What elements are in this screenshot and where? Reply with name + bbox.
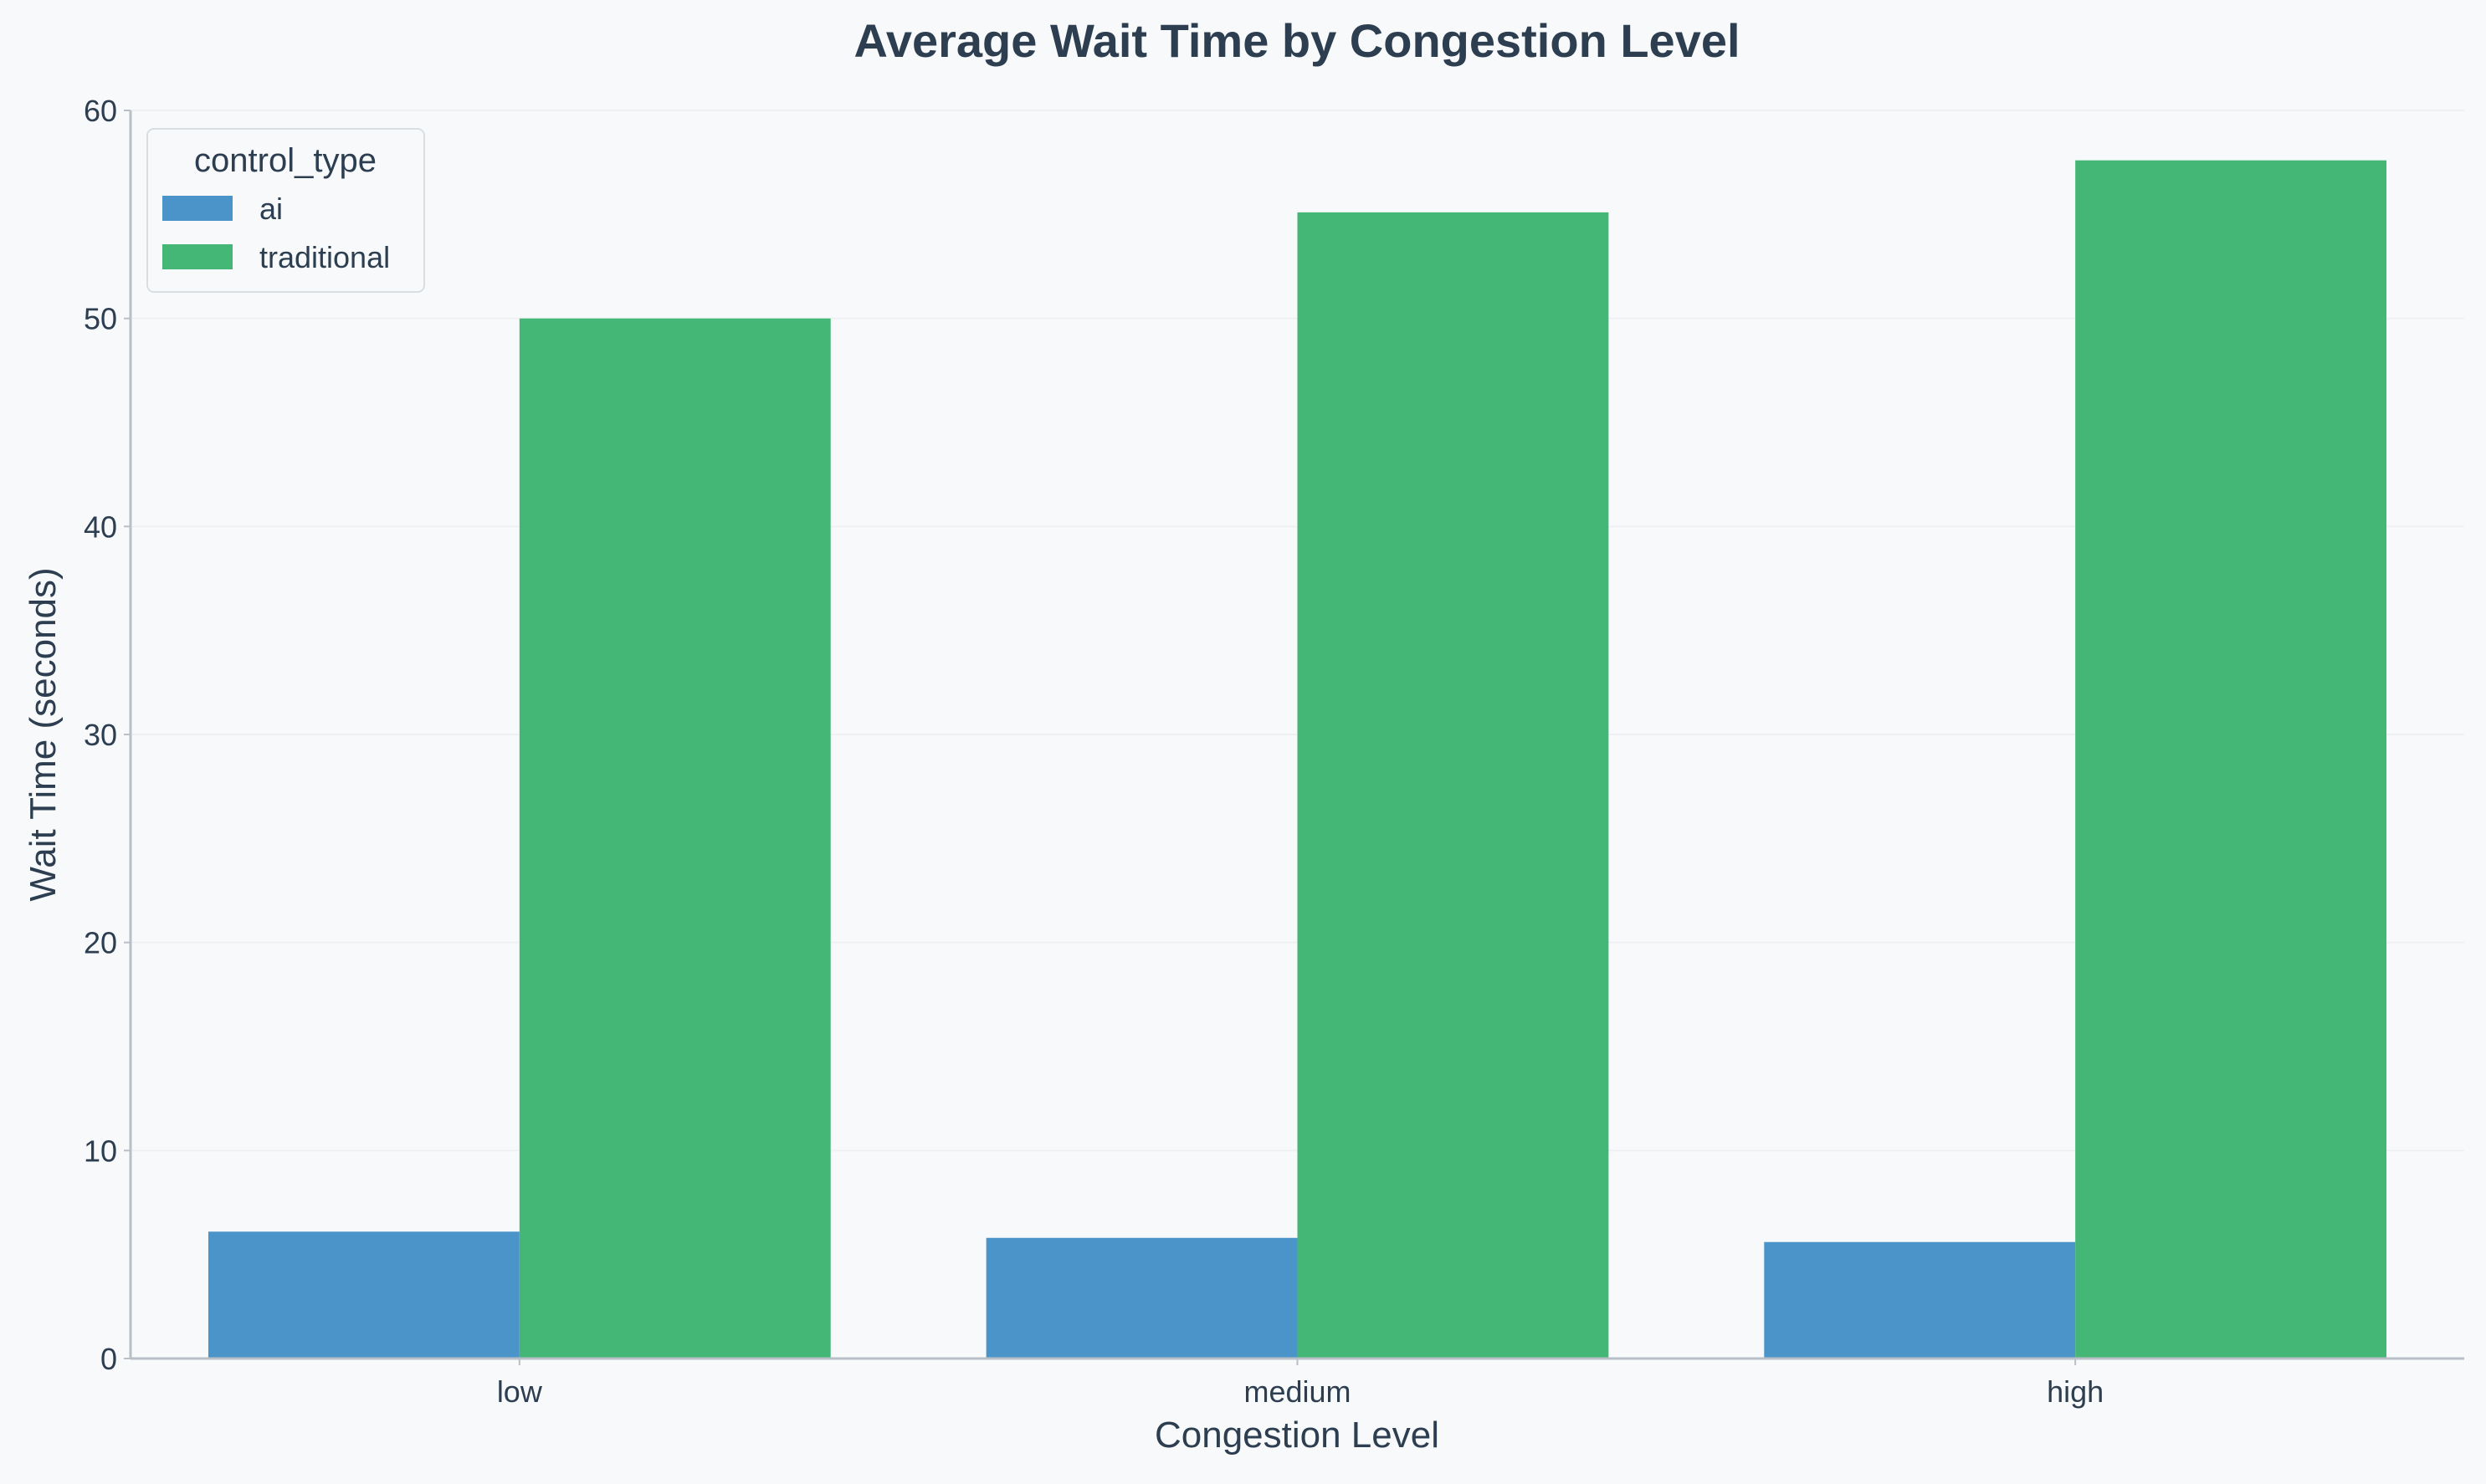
- legend-label-traditional: traditional: [259, 240, 390, 274]
- y-tick-label: 10: [84, 1133, 117, 1168]
- x-tick-label: high: [2047, 1374, 2104, 1409]
- legend-label-ai: ai: [259, 192, 283, 226]
- bar-ai-high: [1764, 1241, 2076, 1359]
- y-tick-label: 20: [84, 926, 117, 960]
- chart-title: Average Wait Time by Congestion Level: [853, 14, 1740, 67]
- y-tick-label: 40: [84, 509, 117, 544]
- bar-traditional-high: [2075, 160, 2387, 1359]
- y-tick-label: 0: [100, 1342, 117, 1376]
- x-tick-labels: low medium high: [497, 1359, 2104, 1409]
- y-tick-label: 30: [84, 718, 117, 752]
- bar-ai-low: [208, 1231, 520, 1359]
- y-tick-label: 50: [84, 302, 117, 336]
- x-tick-label: low: [497, 1374, 543, 1409]
- bar-ai-medium: [986, 1237, 1298, 1359]
- legend-swatch-traditional: [162, 244, 233, 269]
- x-tick-label: medium: [1243, 1374, 1351, 1409]
- legend: control_type ai traditional: [146, 128, 425, 293]
- y-tick-label: 60: [84, 94, 117, 128]
- bar-traditional-low: [519, 318, 831, 1359]
- y-tick-labels: 0 10 20 30 40 50 60: [84, 94, 131, 1376]
- legend-title: control_type: [194, 142, 377, 179]
- bar-traditional-medium: [1297, 212, 1609, 1359]
- bars: [208, 160, 2387, 1359]
- x-axis-label: Congestion Level: [1155, 1415, 1439, 1456]
- legend-swatch-ai: [162, 196, 233, 221]
- y-axis-label: Wait Time (seconds): [23, 567, 64, 901]
